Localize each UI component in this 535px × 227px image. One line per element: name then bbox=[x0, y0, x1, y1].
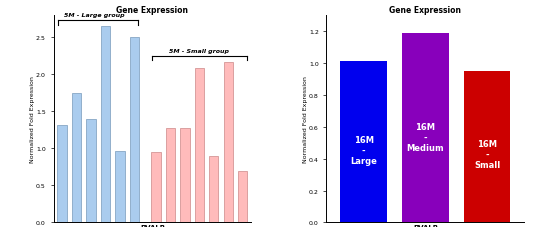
Title: Gene Expression: Gene Expression bbox=[389, 6, 461, 15]
X-axis label: PVALB
Target: PVALB Target bbox=[140, 224, 165, 227]
Y-axis label: Normalized Fold Expression: Normalized Fold Expression bbox=[303, 76, 308, 163]
Bar bbox=[180, 129, 189, 222]
Bar bbox=[195, 69, 204, 222]
Bar bbox=[340, 62, 387, 222]
Bar bbox=[402, 33, 448, 222]
Bar bbox=[129, 38, 139, 222]
Bar bbox=[72, 93, 81, 222]
Text: 5M - Large group: 5M - Large group bbox=[64, 13, 124, 18]
Bar bbox=[224, 62, 233, 222]
Text: 5M - Small group: 5M - Small group bbox=[170, 49, 230, 54]
Title: Gene Expression: Gene Expression bbox=[117, 6, 188, 15]
Bar bbox=[101, 27, 110, 222]
Bar bbox=[86, 119, 96, 222]
X-axis label: PVALB
Target: PVALB Target bbox=[412, 224, 438, 227]
Bar bbox=[57, 125, 67, 222]
Text: 16M
-
Small: 16M - Small bbox=[474, 140, 500, 169]
Y-axis label: Normalized Fold Expression: Normalized Fold Expression bbox=[29, 76, 35, 163]
Bar bbox=[238, 171, 247, 222]
Bar bbox=[151, 152, 160, 222]
Bar bbox=[115, 151, 125, 222]
Bar bbox=[166, 129, 175, 222]
Text: 16M
-
Medium: 16M - Medium bbox=[407, 123, 444, 152]
Bar bbox=[464, 72, 510, 222]
Text: 16M
-
Large: 16M - Large bbox=[350, 135, 377, 165]
Bar bbox=[209, 156, 218, 222]
